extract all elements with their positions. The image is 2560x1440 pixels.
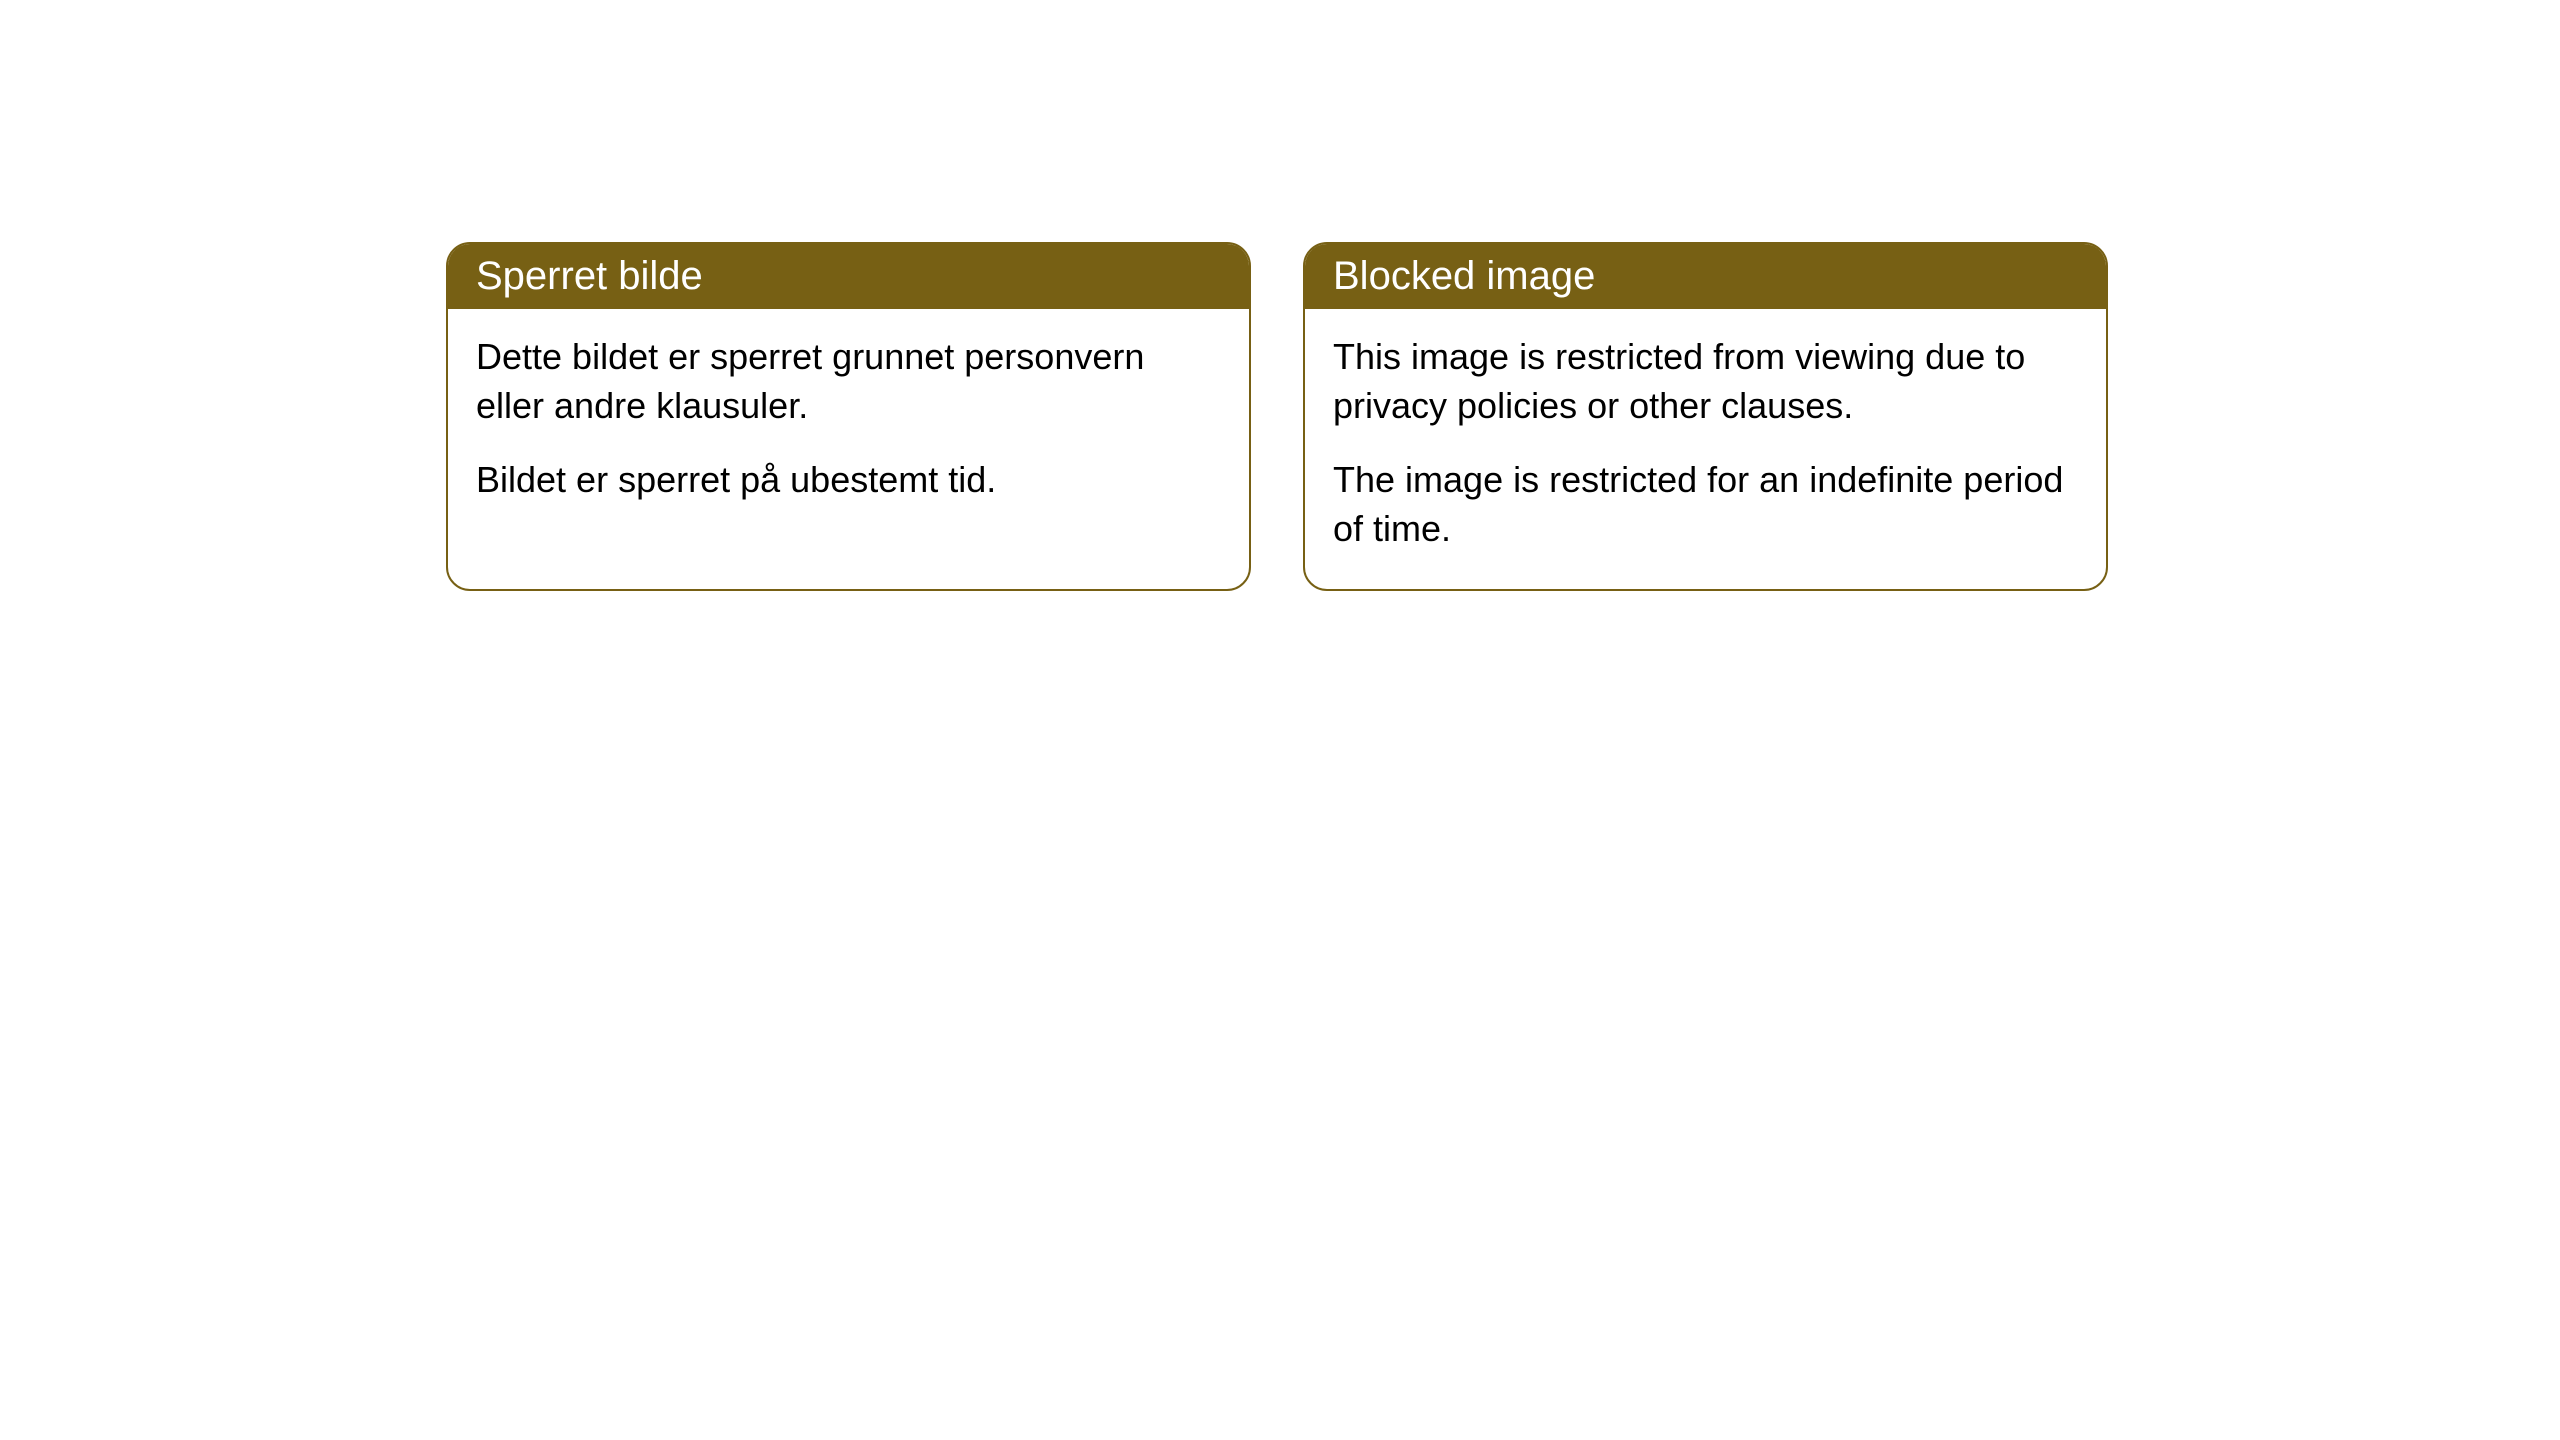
card-paragraph: Dette bildet er sperret grunnet personve… — [476, 333, 1221, 430]
card-header-norwegian: Sperret bilde — [448, 244, 1249, 309]
card-header-english: Blocked image — [1305, 244, 2106, 309]
notice-card-english: Blocked image This image is restricted f… — [1303, 242, 2108, 591]
card-paragraph: Bildet er sperret på ubestemt tid. — [476, 456, 1221, 505]
card-paragraph: This image is restricted from viewing du… — [1333, 333, 2078, 430]
notice-cards-container: Sperret bilde Dette bildet er sperret gr… — [446, 242, 2108, 591]
card-title: Blocked image — [1333, 254, 1595, 298]
card-body-norwegian: Dette bildet er sperret grunnet personve… — [448, 309, 1249, 541]
card-body-english: This image is restricted from viewing du… — [1305, 309, 2106, 589]
card-paragraph: The image is restricted for an indefinit… — [1333, 456, 2078, 553]
notice-card-norwegian: Sperret bilde Dette bildet er sperret gr… — [446, 242, 1251, 591]
card-title: Sperret bilde — [476, 254, 703, 298]
